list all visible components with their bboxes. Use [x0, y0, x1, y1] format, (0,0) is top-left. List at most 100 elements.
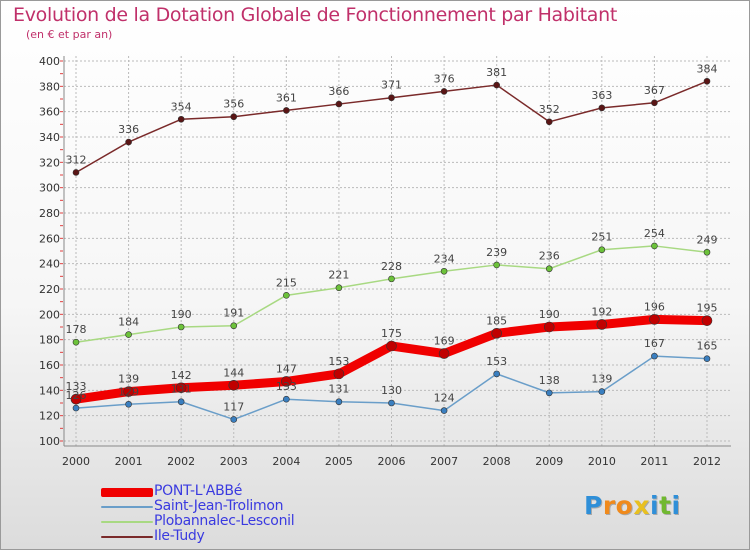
x-tick-label: 2003: [220, 455, 248, 468]
data-point-plobannalec-lesconil: [72, 338, 80, 346]
data-point-plobannalec-lesconil: [177, 323, 185, 331]
data-label-saint-jean-trolimon: 124: [434, 392, 455, 405]
data-label-pont-l-abb: 153: [328, 355, 349, 368]
x-tick-label: 2007: [430, 455, 458, 468]
y-tick-label: 180: [39, 334, 60, 347]
x-tick-label: 2010: [588, 455, 616, 468]
data-point-saint-jean-trolimon: [283, 395, 290, 403]
data-label-plobannalec-lesconil: 221: [328, 269, 349, 282]
data-point-saint-jean-trolimon: [335, 398, 343, 406]
data-point-plobannalec-lesconil: [440, 267, 448, 275]
legend-label: PONT-L'ABBé: [154, 483, 243, 499]
data-point-plobannalec-lesconil: [335, 284, 343, 292]
data-point-saint-jean-trolimon: [230, 416, 238, 423]
data-point-pont-l-abb: [543, 321, 555, 333]
y-tick-label: 380: [39, 80, 60, 93]
x-tick-label: 2008: [483, 455, 511, 468]
logo-letter: P: [584, 491, 603, 520]
logo-letter: i: [650, 491, 660, 520]
x-tick-label: 2012: [693, 455, 721, 468]
data-label-ile-tudy: 361: [276, 91, 297, 104]
data-label-saint-jean-trolimon: 133: [276, 380, 297, 393]
data-label-ile-tudy: 371: [381, 79, 402, 92]
data-point-pont-l-abb: [228, 379, 240, 391]
y-tick-label: 100: [39, 435, 60, 448]
data-point-saint-jean-trolimon: [388, 399, 395, 407]
data-point-pont-l-abb: [123, 386, 134, 397]
y-tick-label: 400: [39, 55, 60, 68]
data-label-pont-l-abb: 144: [223, 366, 244, 379]
data-point-pont-l-abb: [701, 315, 713, 326]
data-point-saint-jean-trolimon: [177, 398, 185, 406]
logo-letter: x: [633, 491, 650, 520]
y-tick-label: 140: [39, 384, 60, 397]
logo-letter: o: [615, 491, 634, 520]
data-label-pont-l-abb: 139: [118, 373, 139, 386]
data-point-pont-l-abb: [281, 376, 292, 387]
data-label-saint-jean-trolimon: 130: [381, 384, 402, 397]
data-point-pont-l-abb: [649, 314, 660, 325]
data-point-saint-jean-trolimon: [440, 407, 448, 414]
data-point-plobannalec-lesconil: [125, 331, 132, 338]
data-point-saint-jean-trolimon: [651, 352, 658, 360]
chart-subtitle: (en € et par an): [26, 28, 113, 41]
data-point-pont-l-abb: [70, 393, 82, 405]
data-label-pont-l-abb: 185: [486, 314, 507, 327]
data-point-saint-jean-trolimon: [703, 355, 711, 362]
y-tick-label: 120: [39, 410, 60, 423]
data-point-pont-l-abb: [333, 368, 345, 380]
data-point-pont-l-abb: [438, 348, 450, 359]
y-tick-label: 240: [39, 258, 60, 271]
data-point-plobannalec-lesconil: [703, 248, 711, 256]
legend-swatch: [101, 521, 153, 523]
legend-swatch: [101, 506, 153, 508]
data-point-saint-jean-trolimon: [72, 404, 80, 412]
y-tick-label: 340: [39, 131, 60, 144]
x-tick-label: 2006: [378, 455, 406, 468]
data-point-ile-tudy: [72, 169, 80, 176]
data-label-ile-tudy: 354: [171, 100, 192, 113]
data-label-ile-tudy: 363: [591, 89, 612, 102]
data-label-pont-l-abb: 147: [276, 362, 297, 375]
data-label-pont-l-abb: 195: [697, 302, 718, 315]
data-point-plobannalec-lesconil: [493, 261, 500, 269]
logo-letter: t: [659, 491, 672, 520]
data-point-plobannalec-lesconil: [598, 246, 606, 254]
data-label-ile-tudy: 356: [223, 98, 244, 111]
data-point-plobannalec-lesconil: [651, 242, 658, 250]
data-point-ile-tudy: [545, 118, 553, 126]
data-point-ile-tudy: [125, 138, 132, 146]
data-point-ile-tudy: [493, 81, 500, 89]
data-label-plobannalec-lesconil: 254: [644, 227, 665, 240]
legend-label: Plobannalec-Lesconil: [154, 513, 295, 529]
y-tick-label: 280: [39, 207, 60, 220]
data-point-plobannalec-lesconil: [388, 275, 395, 283]
data-label-saint-jean-trolimon: 167: [644, 337, 665, 350]
data-label-plobannalec-lesconil: 239: [486, 246, 507, 259]
data-label-plobannalec-lesconil: 228: [381, 260, 402, 273]
data-point-saint-jean-trolimon: [493, 370, 500, 378]
chart-title: Evolution de la Dotation Globale de Fonc…: [13, 4, 618, 26]
data-point-saint-jean-trolimon: [545, 389, 553, 397]
data-point-ile-tudy: [440, 88, 448, 95]
data-label-plobannalec-lesconil: 251: [591, 231, 612, 244]
data-label-ile-tudy: 381: [486, 66, 507, 79]
data-label-plobannalec-lesconil: 236: [539, 250, 560, 263]
x-tick-label: 2005: [325, 455, 353, 468]
data-point-pont-l-abb: [596, 319, 608, 330]
y-tick-label: 200: [39, 308, 60, 321]
y-tick-label: 300: [39, 182, 60, 195]
data-label-plobannalec-lesconil: 215: [276, 276, 297, 289]
data-label-pont-l-abb: 169: [434, 335, 455, 348]
data-label-plobannalec-lesconil: 184: [118, 316, 139, 329]
data-label-plobannalec-lesconil: 249: [697, 233, 718, 246]
data-point-pont-l-abb: [386, 340, 397, 352]
data-point-plobannalec-lesconil: [230, 322, 238, 330]
data-label-saint-jean-trolimon: 131: [328, 383, 349, 396]
y-tick-label: 260: [39, 232, 60, 245]
x-tick-label: 2002: [167, 455, 195, 468]
data-point-pont-l-abb: [491, 328, 502, 339]
data-label-pont-l-abb: 192: [591, 305, 612, 318]
data-label-pont-l-abb: 142: [171, 369, 192, 382]
data-point-saint-jean-trolimon: [125, 400, 132, 408]
